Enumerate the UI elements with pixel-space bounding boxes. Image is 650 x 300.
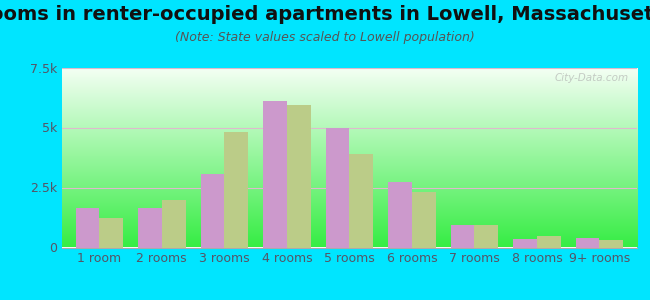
Bar — [224, 132, 248, 248]
Bar — [599, 240, 623, 248]
Bar — [537, 236, 561, 247]
Bar — [287, 105, 311, 247]
Bar — [201, 174, 224, 248]
Bar — [138, 208, 162, 247]
Bar — [263, 101, 287, 248]
Text: City-Data.com: City-Data.com — [554, 73, 629, 83]
Bar — [576, 238, 599, 247]
Bar — [326, 128, 350, 248]
Bar — [75, 208, 99, 247]
Bar — [99, 218, 123, 248]
Bar — [388, 182, 412, 248]
Bar — [412, 192, 436, 248]
Bar — [162, 200, 185, 247]
Bar — [350, 154, 373, 248]
Bar — [450, 225, 474, 247]
Bar — [514, 239, 537, 248]
Text: Rooms in renter-occupied apartments in Lowell, Massachusetts: Rooms in renter-occupied apartments in L… — [0, 4, 650, 23]
Bar — [474, 225, 498, 247]
Text: (Note: State values scaled to Lowell population): (Note: State values scaled to Lowell pop… — [175, 32, 475, 44]
